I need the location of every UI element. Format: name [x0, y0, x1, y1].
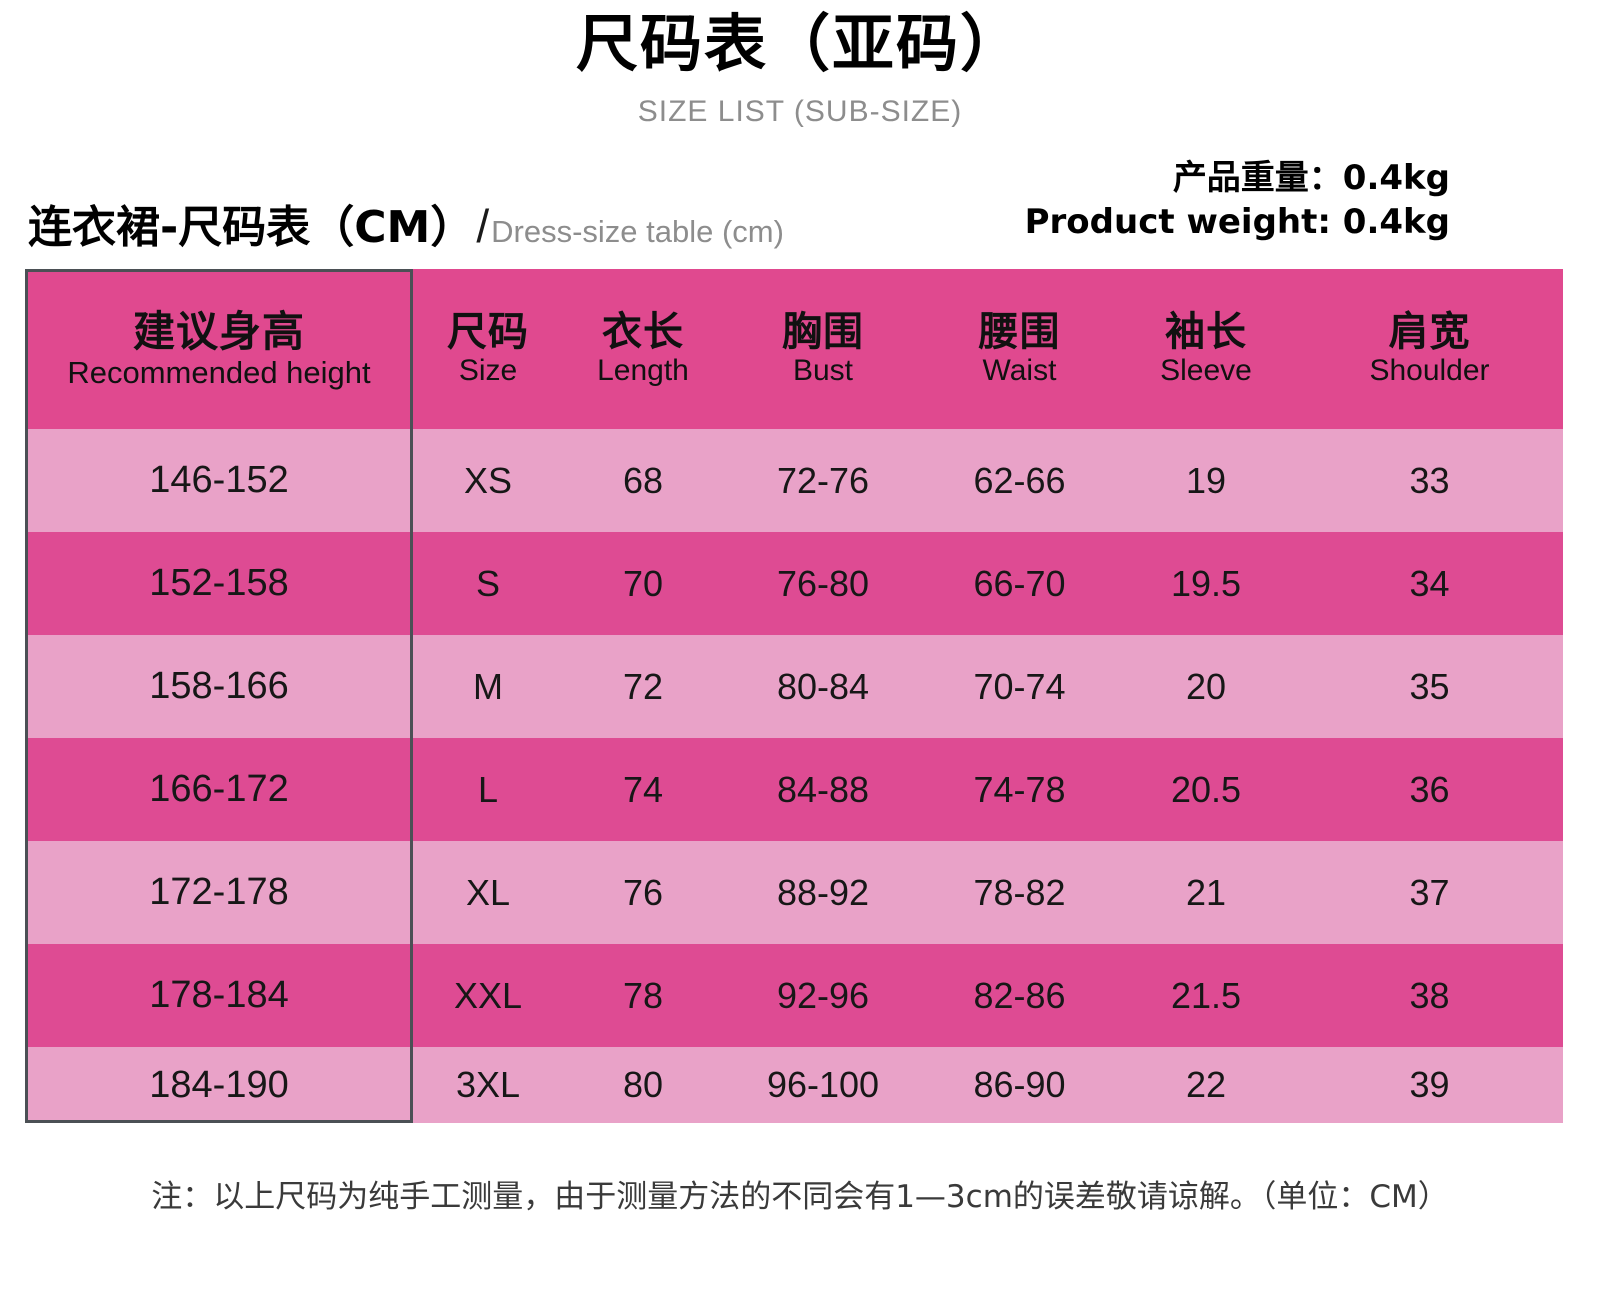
dress-size-heading-separator: /: [476, 200, 490, 253]
cell-bust: 84-88: [776, 768, 870, 810]
cell-length: 78: [622, 974, 664, 1016]
cell-length: 80: [622, 1064, 664, 1106]
cell-height: 178-184: [149, 974, 289, 1017]
cell-bust: 88-92: [776, 871, 870, 913]
cell-sleeve: 19: [1185, 459, 1227, 501]
cell-bust: 76-80: [776, 562, 870, 604]
column-header-waist-cn: 腰围: [978, 309, 1061, 356]
cell-sleeve: 20: [1185, 665, 1227, 707]
cell-bust: 80-84: [776, 665, 870, 707]
table-heading-row: 连衣裙-尺码表（CM） / Dress-size table (cm) 产品重量…: [0, 158, 1600, 257]
column-header-height-cn: 建议身高: [132, 306, 305, 356]
column-header-sleeve: 袖长 Sleeve: [1116, 269, 1296, 429]
column-header-size-cn: 尺码: [447, 309, 529, 356]
column-header-length: 衣长 Length: [563, 269, 723, 429]
cell-height: 166-172: [149, 768, 289, 811]
cell-height: 172-178: [149, 871, 289, 914]
column-header-bust-en: Bust: [792, 354, 854, 388]
cell-sleeve: 19.5: [1170, 562, 1242, 604]
cell-waist: 86-90: [973, 1064, 1066, 1106]
cell-waist: 78-82: [973, 871, 1066, 913]
table-row: 184-190 3XL 80 96-100 86-90 22 39: [25, 1047, 1563, 1124]
column-header-bust-cn: 胸围: [782, 309, 864, 356]
column-header-size: 尺码 Size: [413, 269, 563, 429]
product-weight-en: Product weight: 0.4kg: [1024, 201, 1450, 242]
cell-waist: 74-78: [973, 768, 1066, 810]
cell-sleeve: 20.5: [1170, 768, 1242, 810]
column-header-shoulder: 肩宽 Shoulder: [1296, 269, 1563, 429]
cell-height: 152-158: [149, 562, 289, 605]
table-row: 152-158 S 70 76-80 66-70 19.5 34: [25, 532, 1563, 636]
cell-shoulder: 33: [1409, 459, 1450, 501]
cell-size: XS: [463, 459, 513, 501]
cell-length: 74: [622, 768, 664, 810]
cell-size: M: [473, 665, 503, 707]
table-row: 146-152 XS 68 72-76 62-66 19 33: [25, 429, 1563, 533]
cell-bust: 92-96: [776, 974, 870, 1016]
table-row: 172-178 XL 76 88-92 78-82 21 37: [25, 841, 1563, 945]
cell-size: XXL: [453, 974, 523, 1016]
product-weight-block: 产品重量：0.4kg Product weight: 0.4kg: [1025, 157, 1450, 244]
dress-size-heading-cn: 连衣裙-尺码表（CM）: [28, 202, 475, 254]
table-row: 158-166 M 72 80-84 70-74 20 35: [25, 635, 1563, 739]
cell-size: XL: [465, 871, 511, 913]
product-weight-cn: 产品重量：0.4kg: [1172, 158, 1450, 199]
cell-sleeve: 21.5: [1170, 974, 1242, 1016]
cell-waist: 66-70: [973, 562, 1066, 604]
measurement-note: 注：以上尺码为纯手工测量，由于测量方法的不同会有1—3cm的误差敬请谅解。（单位…: [151, 1179, 1449, 1216]
dress-size-heading-en: Dress-size table (cm): [491, 214, 784, 250]
cell-size: L: [477, 768, 499, 810]
column-header-sleeve-cn: 袖长: [1165, 309, 1247, 356]
cell-bust: 72-76: [776, 459, 870, 501]
column-header-bust: 胸围 Bust: [723, 269, 923, 429]
cell-sleeve: 21: [1185, 871, 1227, 913]
column-header-sleeve-en: Sleeve: [1160, 354, 1252, 388]
cell-shoulder: 39: [1409, 1064, 1450, 1106]
column-header-shoulder-cn: 肩宽: [1388, 309, 1471, 356]
table-row: 178-184 XXL 78 92-96 82-86 21.5 38: [25, 944, 1563, 1048]
cell-height: 184-190: [149, 1063, 289, 1106]
column-header-height-en: Recommended height: [67, 354, 371, 390]
cell-height: 146-152: [149, 459, 289, 502]
column-header-waist: 腰围 Waist: [923, 269, 1116, 429]
dress-size-heading: 连衣裙-尺码表（CM） / Dress-size table (cm): [28, 191, 784, 255]
column-header-size-en: Size: [458, 354, 518, 388]
cell-shoulder: 37: [1409, 871, 1450, 913]
table-row: 166-172 L 74 84-88 74-78 20.5 36: [25, 738, 1563, 842]
cell-sleeve: 22: [1185, 1064, 1227, 1106]
cell-length: 68: [622, 459, 664, 501]
page-title: 尺码表（亚码）: [575, 7, 1024, 80]
cell-length: 72: [622, 665, 664, 707]
cell-length: 76: [622, 871, 664, 913]
page-subtitle: SIZE LIST (SUB-SIZE): [637, 95, 963, 129]
cell-size: S: [475, 562, 500, 604]
cell-length: 70: [622, 562, 664, 604]
cell-shoulder: 38: [1409, 974, 1450, 1016]
column-header-shoulder-en: Shoulder: [1369, 354, 1490, 388]
table-header-row: 建议身高 Recommended height 尺码 Size 衣长 Lengt…: [25, 269, 1563, 430]
size-table-wrapper: 建议身高 Recommended height 尺码 Size 衣长 Lengt…: [25, 269, 1563, 1124]
cell-waist: 70-74: [973, 665, 1066, 707]
column-header-length-en: Length: [597, 354, 689, 388]
cell-shoulder: 34: [1409, 562, 1450, 604]
column-header-waist-en: Waist: [982, 354, 1057, 388]
column-header-length-cn: 衣长: [602, 309, 684, 356]
cell-shoulder: 36: [1409, 768, 1450, 810]
cell-bust: 96-100: [766, 1064, 880, 1106]
cell-waist: 62-66: [973, 459, 1066, 501]
cell-size: 3XL: [455, 1064, 521, 1106]
column-header-height: 建议身高 Recommended height: [25, 269, 413, 429]
cell-shoulder: 35: [1409, 665, 1450, 707]
cell-waist: 82-86: [973, 974, 1066, 1016]
title-block: 尺码表（亚码） SIZE LIST (SUB-SIZE): [0, 0, 1600, 129]
size-table: 建议身高 Recommended height 尺码 Size 衣长 Lengt…: [25, 269, 1563, 1124]
cell-height: 158-166: [149, 665, 289, 708]
